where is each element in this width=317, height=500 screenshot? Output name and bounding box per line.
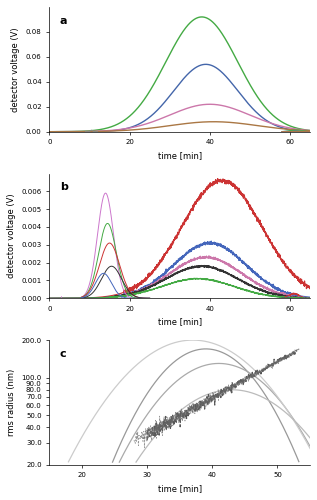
Y-axis label: detector voltage (V): detector voltage (V) [11, 27, 20, 112]
X-axis label: time [min]: time [min] [158, 318, 202, 326]
Y-axis label: detector voltage (V): detector voltage (V) [7, 194, 16, 278]
Text: c: c [60, 349, 67, 359]
X-axis label: time [min]: time [min] [158, 484, 202, 493]
X-axis label: time [min]: time [min] [158, 151, 202, 160]
Text: a: a [60, 16, 67, 26]
Text: b: b [60, 182, 68, 192]
Y-axis label: rms radius (nm): rms radius (nm) [7, 369, 16, 436]
